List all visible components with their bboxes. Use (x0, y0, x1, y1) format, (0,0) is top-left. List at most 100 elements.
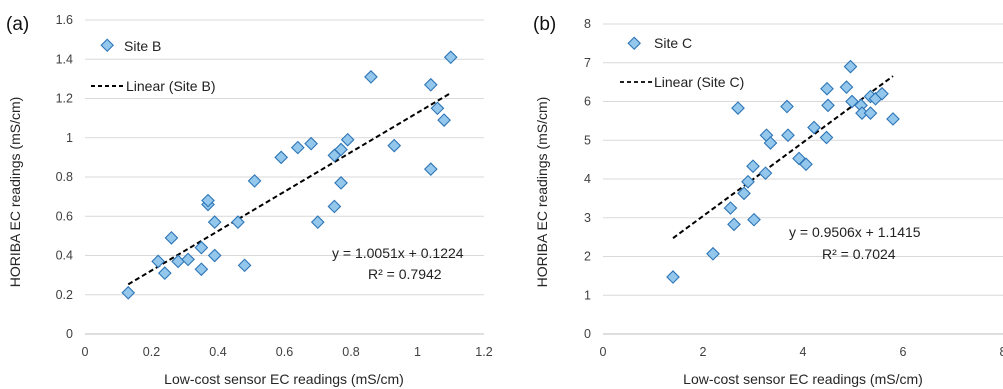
data-point-site-c (781, 128, 795, 143)
equation-label: y = 0.9506x + 1.1415 (789, 224, 921, 240)
data-point-site-c (821, 98, 835, 113)
data-point-site-c (855, 106, 869, 120)
x-tick-labels: 0 0.2 0.4 0.6 0.8 1 1.2 (82, 345, 493, 359)
trendline-site-b (127, 92, 452, 286)
data-point-site-b (387, 138, 402, 153)
data-point-site-b (164, 230, 179, 245)
data-point-site-c (807, 120, 821, 135)
data-point-site-b (207, 215, 222, 229)
chart-panel-a: (a) 0 0.2 0.4 0.6 0.8 1 1.2 1.4 1.6 0 0.2 0.4 0.6 0.… (6, 13, 493, 387)
data-point-site-b (194, 262, 209, 277)
y-tick-label: 0 (584, 327, 591, 341)
data-point-site-b (443, 50, 458, 65)
y-tick-label: 0.6 (56, 209, 73, 223)
y-tick-label: 1.6 (56, 13, 73, 27)
y-tick-labels: 0 0.2 0.4 0.6 0.8 1 1.2 1.4 1.6 (56, 13, 73, 341)
x-tick-label: 0.2 (143, 345, 160, 359)
data-point-site-b (334, 176, 348, 190)
x-axis-title: Low-cost sensor EC readings (mS/cm) (683, 371, 923, 387)
x-tick-labels: 0 2 4 6 8 (600, 345, 1003, 359)
data-point-site-c (723, 201, 738, 215)
y-tick-label: 4 (584, 172, 591, 186)
gridlines (603, 23, 1003, 335)
data-point-site-b (207, 248, 222, 263)
equation-label: y = 1.0051x + 0.1224 (332, 245, 464, 261)
x-tick-label: 0 (600, 345, 607, 359)
y-axis-title: HORIBA EC readings (mS/cm) (7, 97, 23, 288)
data-point-site-c (731, 101, 745, 115)
data-point-site-c (747, 212, 761, 227)
data-point-site-b (151, 254, 166, 269)
data-point-site-b (247, 174, 262, 188)
x-tick-label: 6 (900, 345, 907, 359)
data-point-site-b (121, 285, 136, 300)
data-point-site-c (863, 106, 878, 120)
y-tick-label: 1.2 (56, 92, 73, 106)
x-tick-label: 1.2 (475, 345, 492, 359)
r-squared-label: R² = 0.7942 (368, 266, 442, 282)
x-tick-label: 2 (700, 345, 707, 359)
data-point-site-c (780, 99, 794, 114)
x-axis-title: Low-cost sensor EC readings (mS/cm) (164, 371, 404, 387)
data-point-site-b (437, 113, 451, 127)
y-tick-label: 5 (584, 133, 591, 147)
data-point-site-c (741, 174, 755, 189)
x-tick-label: 1 (414, 345, 421, 359)
y-tick-label: 0.8 (56, 170, 73, 184)
x-tick-label: 0.6 (276, 345, 293, 359)
data-point-site-c (746, 159, 760, 174)
y-tick-label: 7 (584, 56, 591, 70)
data-point-site-c (727, 217, 741, 232)
legend: Site C Linear (Site C) (620, 35, 744, 90)
data-point-site-c (820, 81, 834, 96)
x-tick-label: 0.4 (209, 345, 226, 359)
data-point-site-c (763, 136, 778, 150)
data-point-site-b (157, 266, 172, 281)
data-point-site-b (201, 193, 215, 208)
data-point-site-c (737, 186, 751, 201)
x-tick-label: 4 (800, 345, 807, 359)
data-point-site-b (423, 77, 438, 92)
trendline (127, 92, 452, 286)
data-point-site-b (310, 215, 325, 229)
y-tick-label: 1.4 (56, 52, 73, 66)
legend: Site B Linear (Site B) (91, 38, 215, 94)
legend-marker-site-c (627, 36, 641, 51)
y-tick-label: 8 (584, 17, 591, 31)
legend-label-linear-site-b: Linear (Site B) (126, 78, 215, 94)
y-tick-label: 3 (584, 211, 591, 225)
data-point-site-b (231, 215, 245, 229)
gridlines (85, 19, 484, 335)
x-tick-label: 0 (82, 345, 89, 359)
legend-label-site-c: Site C (654, 35, 692, 51)
y-tick-label: 0.4 (56, 249, 73, 263)
y-tick-label: 6 (584, 95, 591, 109)
data-point-site-b (364, 70, 378, 84)
legend-label-site-b: Site B (124, 38, 161, 54)
r-squared-label: R² = 0.7024 (822, 246, 896, 262)
y-tick-label: 0.2 (56, 288, 73, 302)
x-tick-label: 8 (1000, 345, 1003, 359)
data-point-site-c (799, 157, 813, 172)
data-point-site-b (237, 258, 252, 273)
data-point-site-b (430, 101, 445, 116)
data-point-site-b (274, 150, 289, 165)
data-point-site-b (423, 162, 438, 177)
data-point-site-c (875, 86, 889, 101)
y-tick-label: 0 (66, 327, 73, 341)
legend-marker-site-b (100, 38, 114, 53)
legend-label-linear-site-c: Linear (Site C) (654, 74, 744, 90)
panel-label-a: (a) (6, 14, 29, 35)
series-site-b (121, 50, 458, 300)
y-tick-labels: 0 1 2 3 4 5 6 7 8 (584, 17, 591, 341)
data-point-site-c (843, 59, 858, 74)
data-point-site-b (194, 240, 209, 255)
y-tick-label: 1 (584, 288, 591, 302)
data-point-site-c (706, 246, 720, 261)
panel-label-b: (b) (533, 14, 556, 35)
y-axis-title: HORIBA EC readings (mS/cm) (534, 97, 550, 288)
data-point-site-c (886, 112, 900, 126)
series-site-c (666, 59, 900, 284)
data-point-site-b (340, 132, 355, 147)
